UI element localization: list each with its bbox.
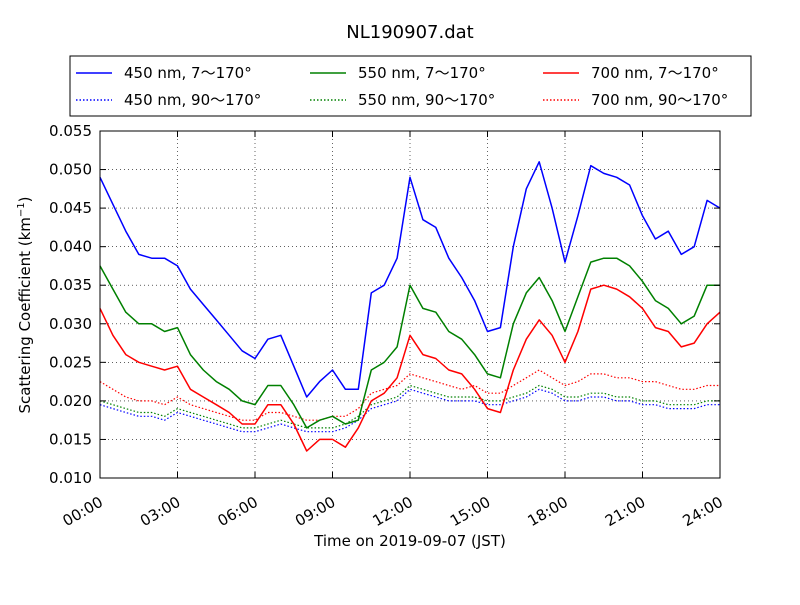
- y-tick-label: 0.030: [49, 315, 92, 333]
- series-lines: [99, 161, 721, 452]
- y-tick-label: 0.015: [49, 430, 92, 448]
- legend-items: 450 nm, 7～170° 550 nm, 7～170° 700 nm, 7～17…: [76, 64, 728, 109]
- legend-label: 550 nm, 90～170°: [358, 91, 495, 109]
- series-line: [99, 384, 720, 429]
- grid-lines: [100, 131, 720, 478]
- legend: 450 nm, 7～170° 550 nm, 7～170° 700 nm, 7～17…: [69, 55, 752, 117]
- y-tick-label: 0.040: [49, 238, 92, 256]
- series-line: [99, 161, 721, 398]
- legend-label: 450 nm, 7～170°: [124, 64, 252, 82]
- y-tick-label: 0.050: [49, 161, 92, 179]
- legend-label: 450 nm, 90～170°: [124, 91, 261, 109]
- y-axis-label-main: Scattering Coefficient (km: [16, 217, 34, 413]
- y-axis-label-close: ): [16, 196, 34, 202]
- y-tick-label: 0.055: [49, 122, 92, 140]
- chart-title: NL190907.dat: [346, 22, 473, 43]
- legend-label: 550 nm, 7～170°: [358, 64, 486, 82]
- y-tick-label: 0.020: [49, 392, 92, 410]
- series-line: [99, 388, 720, 433]
- legend-label: 700 nm, 90～170°: [591, 91, 728, 109]
- y-tick-label: 0.045: [49, 199, 92, 217]
- series-line: [99, 284, 721, 452]
- legend-box: [69, 55, 752, 117]
- y-tick-label: 0.025: [49, 353, 92, 371]
- series-line: [99, 369, 720, 421]
- y-axis-label-unit-exponent: −1: [16, 202, 27, 217]
- y-tick-label: 0.035: [49, 276, 92, 294]
- y-axis-label: Scattering Coefficient (km−1): [16, 196, 34, 413]
- y-tick-label: 0.010: [49, 469, 92, 487]
- legend-label: 700 nm, 7～170°: [591, 64, 719, 82]
- x-axis-label: Time on 2019-09-07 (JST): [313, 532, 506, 550]
- series-line: [99, 257, 720, 429]
